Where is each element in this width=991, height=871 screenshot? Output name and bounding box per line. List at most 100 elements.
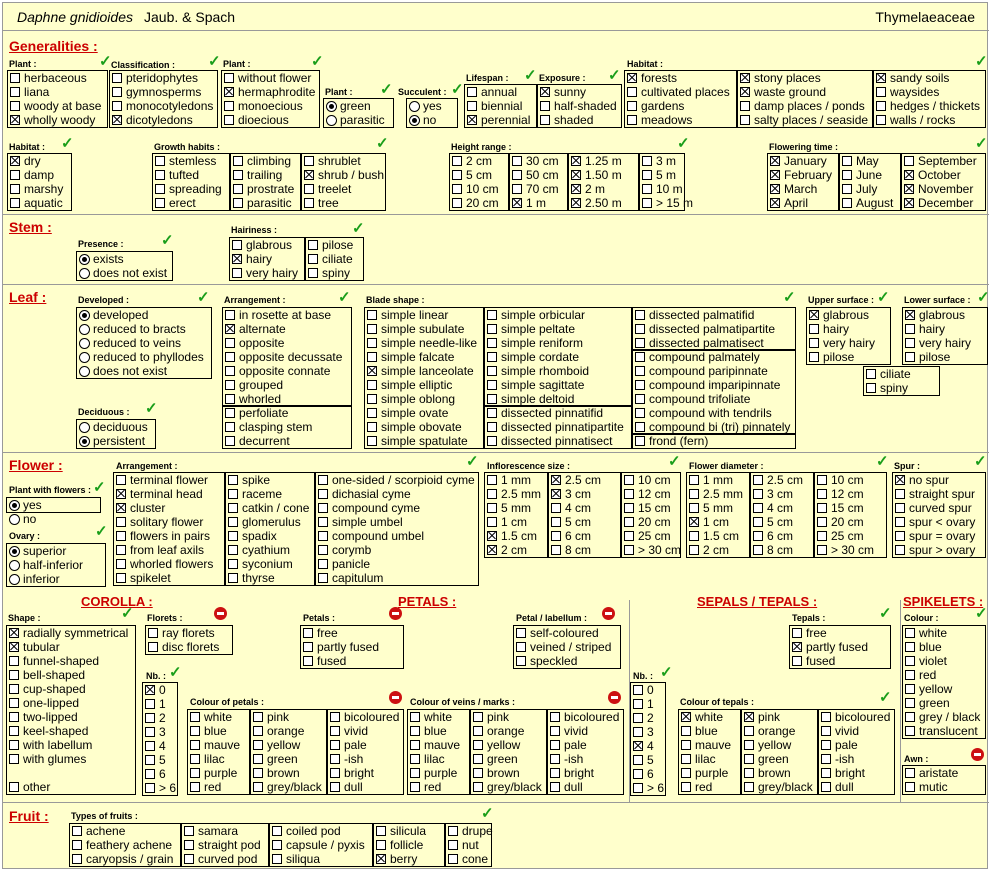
infl-a-option[interactable]: 1 mm xyxy=(487,473,531,487)
checkbox[interactable] xyxy=(744,726,754,736)
checkbox[interactable] xyxy=(635,408,645,418)
checkbox[interactable] xyxy=(842,184,852,194)
checkbox[interactable] xyxy=(744,740,754,750)
checkbox[interactable] xyxy=(448,840,458,850)
ovary-option[interactable]: half-inferior xyxy=(9,558,83,572)
checkbox[interactable] xyxy=(116,531,126,541)
checkbox[interactable] xyxy=(689,503,699,513)
radio-button[interactable] xyxy=(79,337,90,349)
cv-c-option[interactable]: -ish xyxy=(550,752,583,766)
radio-button[interactable] xyxy=(79,323,90,335)
radio-button[interactable] xyxy=(9,559,20,571)
checkbox[interactable] xyxy=(842,156,852,166)
growth-b-option[interactable]: trailing xyxy=(233,168,282,182)
infl-c-option[interactable]: 10 cm xyxy=(624,473,671,487)
checkbox[interactable] xyxy=(487,338,497,348)
flower-a-option[interactable]: January xyxy=(770,154,827,168)
checkbox[interactable] xyxy=(633,713,643,723)
checkbox[interactable] xyxy=(512,156,522,166)
checkbox[interactable] xyxy=(225,324,235,334)
farr-a-option[interactable]: whorled flowers xyxy=(116,557,213,571)
ct-c-option[interactable]: pale xyxy=(821,738,858,752)
infl-a-option[interactable]: 5 mm xyxy=(487,501,531,515)
ct-b-option[interactable]: brown xyxy=(744,766,791,780)
checkbox[interactable] xyxy=(550,782,560,792)
habitat-dry-option[interactable]: dry xyxy=(10,154,41,168)
leaf-arr-a-option[interactable]: whorled xyxy=(225,392,281,406)
spur-option[interactable]: spur = ovary xyxy=(895,529,975,543)
checkbox[interactable] xyxy=(744,768,754,778)
blade-b2-option[interactable]: dissected pinnatifid xyxy=(487,406,603,420)
checkbox[interactable] xyxy=(487,422,497,432)
growth-a-option[interactable]: tufted xyxy=(155,168,199,182)
checkbox[interactable] xyxy=(410,726,420,736)
checkbox[interactable] xyxy=(753,517,763,527)
check-icon[interactable]: ✓ xyxy=(380,81,393,98)
flower-b-option[interactable]: May xyxy=(842,154,879,168)
checkbox[interactable] xyxy=(330,754,340,764)
height-d-option[interactable]: 3 m xyxy=(642,154,676,168)
checkbox[interactable] xyxy=(190,754,200,764)
checkbox[interactable] xyxy=(303,628,313,638)
leaf-arr-a-option[interactable]: grouped xyxy=(225,378,283,392)
checkbox[interactable] xyxy=(228,573,238,583)
exposure-option[interactable]: half-shaded xyxy=(540,99,617,113)
lifespan-option[interactable]: perennial xyxy=(467,113,530,127)
fdiam-c-option[interactable]: > 30 cm xyxy=(817,543,874,557)
checkbox[interactable] xyxy=(148,628,158,638)
radio-button[interactable] xyxy=(79,351,90,363)
height-c-option[interactable]: 1.50 m xyxy=(571,168,622,182)
blade-a-option[interactable]: simple spatulate xyxy=(367,434,468,448)
ct-a-option[interactable]: purple xyxy=(681,766,728,780)
checkbox[interactable] xyxy=(330,768,340,778)
habitat-c-option[interactable]: walls / rocks xyxy=(876,113,955,127)
checkbox[interactable] xyxy=(190,768,200,778)
checkbox[interactable] xyxy=(551,489,561,499)
checkbox[interactable] xyxy=(9,712,19,722)
succulent-option[interactable]: no xyxy=(409,113,436,127)
height-d-option[interactable]: 10 m xyxy=(642,182,683,196)
checkbox[interactable] xyxy=(9,782,19,792)
checkbox[interactable] xyxy=(551,531,561,541)
height-b-option[interactable]: 50 cm xyxy=(512,168,559,182)
checkbox[interactable] xyxy=(253,768,263,778)
shape-option[interactable]: funnel-shaped xyxy=(9,654,99,668)
check-icon[interactable]: ✓ xyxy=(121,605,134,622)
checkbox[interactable] xyxy=(155,170,165,180)
cp-a-option[interactable]: red xyxy=(190,780,221,794)
cp-c-option[interactable]: bicoloured xyxy=(330,710,399,724)
checkbox[interactable] xyxy=(633,769,643,779)
flower-b-option[interactable]: August xyxy=(842,196,893,210)
checkbox[interactable] xyxy=(145,741,155,751)
lower-option[interactable]: glabrous xyxy=(905,308,965,322)
checkbox[interactable] xyxy=(905,726,915,736)
checkbox[interactable] xyxy=(905,670,915,680)
infl-b-option[interactable]: 8 cm xyxy=(551,543,591,557)
checkbox[interactable] xyxy=(228,545,238,555)
leaf-arr-a-option[interactable]: opposite connate xyxy=(225,364,330,378)
checkbox[interactable] xyxy=(330,740,340,750)
cp-b-option[interactable]: brown xyxy=(253,766,300,780)
leaf-arr-a-option[interactable]: in rosette at base xyxy=(225,308,331,322)
florets-option[interactable]: ray florets xyxy=(148,626,215,640)
fruit-e-option[interactable]: cone xyxy=(448,852,488,866)
habitat-c-option[interactable]: sandy soils xyxy=(876,71,949,85)
growth-a-option[interactable]: erect xyxy=(155,196,196,210)
nb-tepals-option[interactable]: 3 xyxy=(633,725,654,739)
checkbox[interactable] xyxy=(551,475,561,485)
lower-option[interactable]: pilose xyxy=(905,350,950,364)
checkbox[interactable] xyxy=(905,338,915,348)
checkbox[interactable] xyxy=(809,338,819,348)
flower-a-option[interactable]: March xyxy=(770,182,817,196)
spur-option[interactable]: spur < ovary xyxy=(895,515,975,529)
checkbox[interactable] xyxy=(318,531,328,541)
checkbox[interactable] xyxy=(624,503,634,513)
checkbox[interactable] xyxy=(792,642,802,652)
surface-extra-option[interactable]: ciliate xyxy=(866,367,911,381)
ct-c-option[interactable]: -ish xyxy=(821,752,854,766)
checkbox[interactable] xyxy=(145,755,155,765)
check-icon[interactable]: ✓ xyxy=(169,664,182,681)
check-icon[interactable]: ✓ xyxy=(975,605,988,622)
checkbox[interactable] xyxy=(512,198,522,208)
checkbox[interactable] xyxy=(228,475,238,485)
